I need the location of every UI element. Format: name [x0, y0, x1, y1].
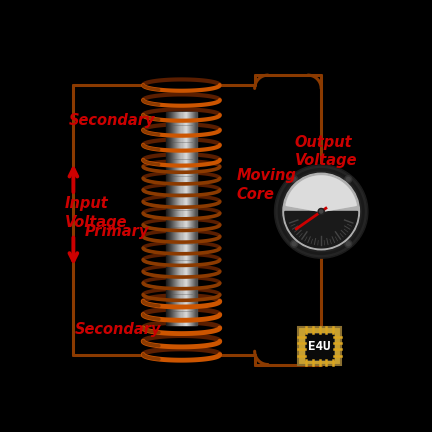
Circle shape [291, 240, 298, 247]
Circle shape [291, 176, 298, 183]
Bar [166, 112, 167, 324]
Circle shape [345, 176, 352, 183]
FancyBboxPatch shape [299, 327, 340, 365]
Text: Secondary: Secondary [75, 322, 162, 337]
Circle shape [292, 178, 296, 181]
Bar [173, 112, 174, 324]
Bar [194, 112, 195, 324]
Circle shape [345, 240, 352, 247]
Bar [193, 112, 194, 324]
Bar [189, 112, 190, 324]
Bar [172, 112, 173, 324]
Text: Output
Voltage: Output Voltage [295, 135, 357, 168]
Bar [179, 112, 181, 324]
Circle shape [292, 242, 296, 246]
Text: E4U: E4U [308, 340, 331, 353]
Polygon shape [286, 176, 356, 212]
Circle shape [278, 168, 364, 254]
Circle shape [283, 173, 359, 250]
Bar [168, 112, 169, 324]
Circle shape [346, 242, 350, 246]
Circle shape [320, 210, 323, 213]
Circle shape [281, 172, 361, 252]
Bar [174, 112, 175, 324]
Bar [191, 112, 192, 324]
Polygon shape [285, 212, 358, 248]
Circle shape [346, 178, 350, 181]
Bar [187, 112, 188, 324]
Circle shape [276, 166, 366, 257]
Circle shape [318, 209, 324, 215]
Bar [183, 112, 184, 324]
Bar [171, 112, 172, 324]
Bar [170, 112, 171, 324]
Bar [196, 112, 197, 324]
Bar [195, 112, 196, 324]
Bar [188, 112, 189, 324]
Bar [177, 112, 178, 324]
Text: Input
Voltage: Input Voltage [64, 197, 127, 230]
Polygon shape [286, 176, 356, 212]
FancyBboxPatch shape [305, 333, 334, 359]
Text: Secondary: Secondary [68, 112, 155, 127]
Bar [273, 165, 369, 257]
Bar [167, 112, 168, 324]
Bar [186, 112, 187, 324]
Bar [169, 112, 170, 324]
Bar [175, 112, 176, 324]
Bar [184, 112, 186, 324]
Bar [176, 112, 177, 324]
Bar [181, 112, 183, 324]
Text: Moving
Core: Moving Core [236, 168, 296, 202]
Text: Primary: Primary [84, 224, 149, 239]
Bar [192, 112, 193, 324]
Bar [190, 112, 191, 324]
Circle shape [274, 165, 368, 258]
Bar [178, 112, 179, 324]
